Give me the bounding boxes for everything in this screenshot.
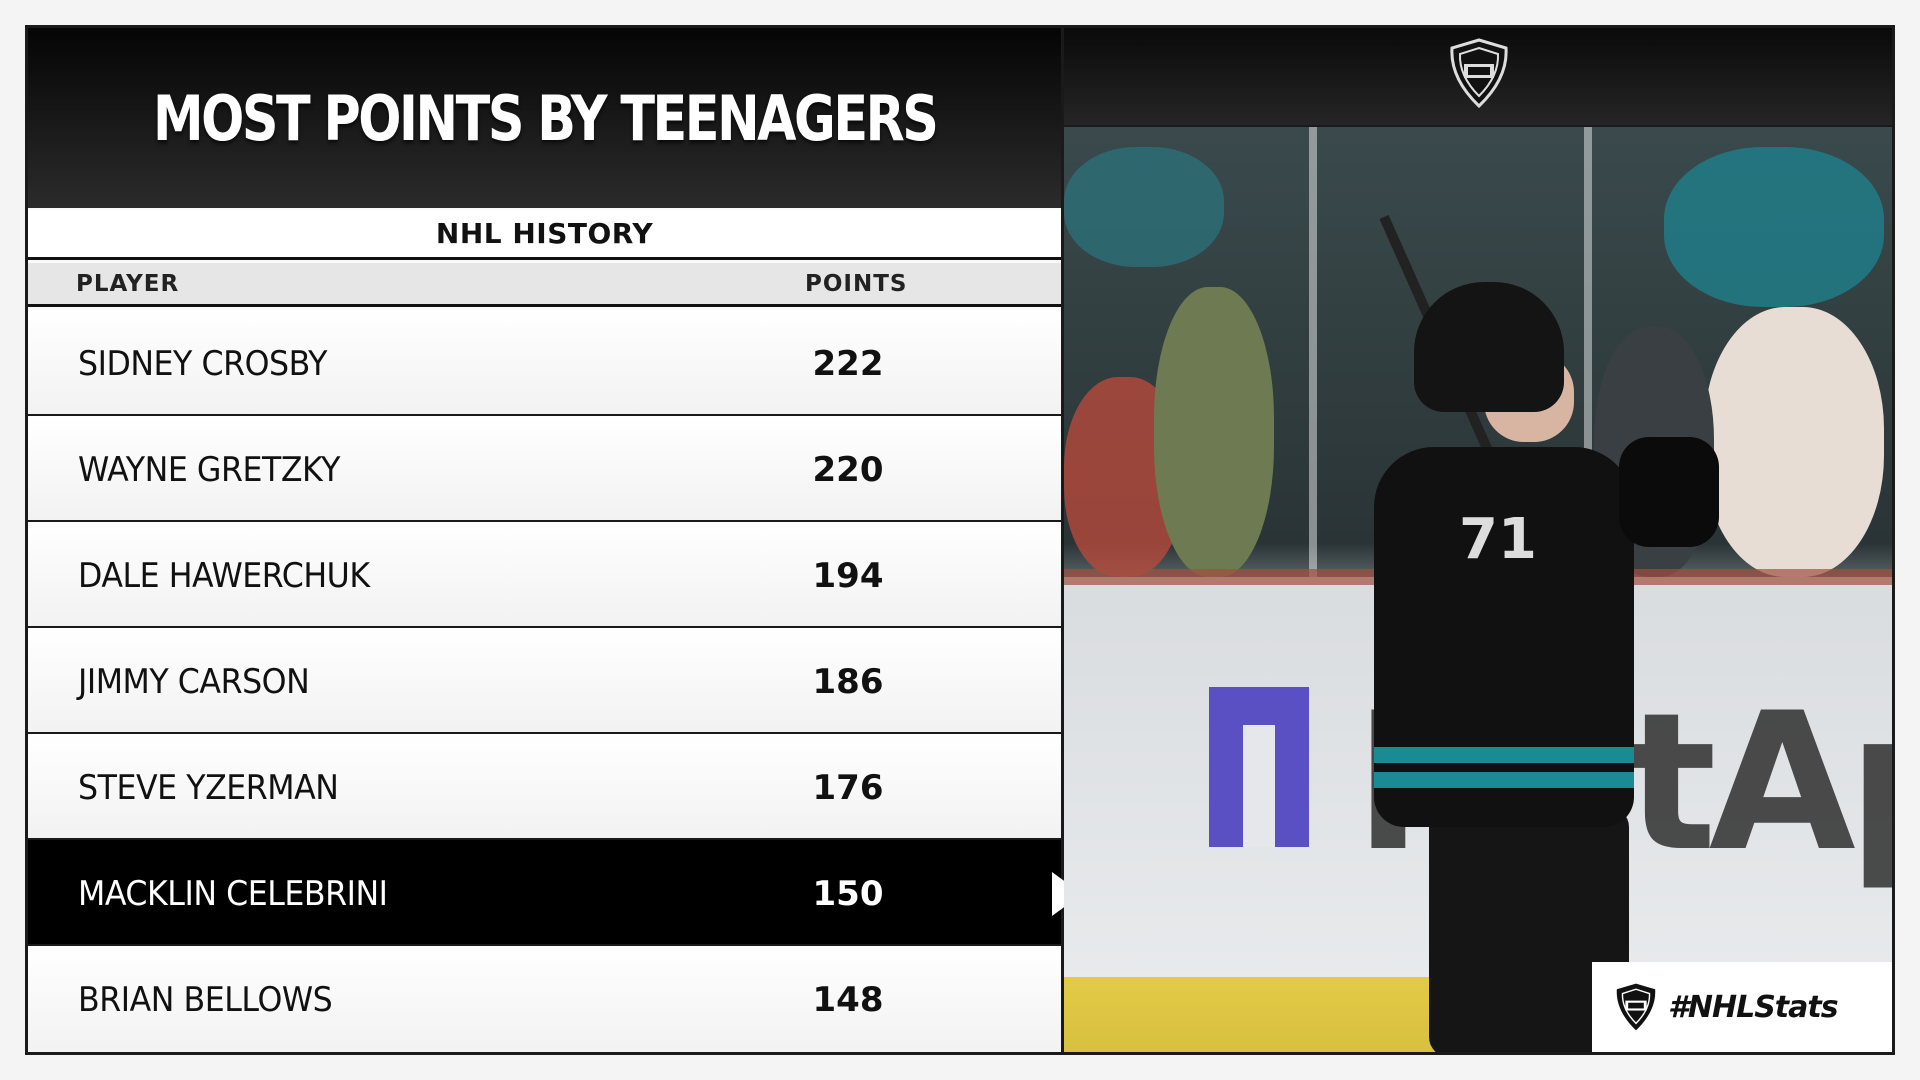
hashtag-badge: #NHLStats xyxy=(1592,962,1892,1052)
table-row: BRIAN BELLOWS 148 xyxy=(28,946,1061,1052)
nhl-shield-icon xyxy=(1616,983,1656,1031)
player-jersey xyxy=(1374,447,1634,827)
table-row: WAYNE GRETZKY 220 xyxy=(28,416,1061,522)
player-name: BRIAN BELLOWS xyxy=(78,980,333,1020)
table-row: DALE HAWERCHUK 194 xyxy=(28,522,1061,628)
player-points: 148 xyxy=(812,980,884,1020)
jersey-stripe xyxy=(1374,772,1634,788)
player-points: 222 xyxy=(812,344,884,384)
table-header: PLAYER POINTS xyxy=(28,263,1061,307)
player-helmet xyxy=(1414,282,1564,412)
subtitle: NHL HISTORY xyxy=(435,217,654,250)
player-name: WAYNE GRETZKY xyxy=(78,450,341,490)
nhl-shield-icon xyxy=(1450,38,1508,108)
glass-post xyxy=(1309,127,1317,577)
player-points: 220 xyxy=(812,450,884,490)
crowd-shape xyxy=(1064,147,1224,267)
player-photo: NetApp 71 xyxy=(1064,127,1892,1052)
player-name: MACKLIN CELEBRINI xyxy=(78,874,388,914)
column-header-player: PLAYER xyxy=(76,271,180,297)
table-row: STEVE YZERMAN 176 xyxy=(28,734,1061,840)
stats-panel: MOST POINTS BY TEENAGERS NHL HISTORY PLA… xyxy=(28,28,1061,1052)
title-bar: MOST POINTS BY TEENAGERS xyxy=(28,28,1061,208)
player-points: 186 xyxy=(812,662,884,702)
table-body: SIDNEY CROSBY 222 WAYNE GRETZKY 220 DALE… xyxy=(28,310,1061,1052)
hockey-player-figure: 71 xyxy=(1319,187,1719,1052)
player-name: SIDNEY CROSBY xyxy=(78,344,327,384)
glass-post xyxy=(1584,127,1592,577)
player-points: 194 xyxy=(812,556,884,596)
jersey-number: 71 xyxy=(1459,507,1537,572)
player-name: STEVE YZERMAN xyxy=(78,768,339,808)
crowd-shape xyxy=(1154,287,1274,577)
subtitle-row: NHL HISTORY xyxy=(28,210,1061,260)
netapp-logo-icon xyxy=(1209,687,1309,847)
crowd-shape xyxy=(1664,147,1884,307)
table-row-highlighted: MACKLIN CELEBRINI 150 xyxy=(28,840,1061,946)
player-name: JIMMY CARSON xyxy=(78,662,310,702)
jersey-stripe xyxy=(1374,747,1634,763)
player-name: DALE HAWERCHUK xyxy=(78,556,370,596)
hashtag-text: #NHLStats xyxy=(1668,989,1839,1025)
table-row: JIMMY CARSON 186 xyxy=(28,628,1061,734)
player-points: 176 xyxy=(812,768,884,808)
player-points: 150 xyxy=(812,874,884,914)
player-glove xyxy=(1619,437,1719,547)
table-row: SIDNEY CROSBY 222 xyxy=(28,310,1061,416)
page-title: MOST POINTS BY TEENAGERS xyxy=(152,81,939,155)
crowd-shape xyxy=(1704,307,1884,577)
column-header-points: POINTS xyxy=(805,271,908,297)
